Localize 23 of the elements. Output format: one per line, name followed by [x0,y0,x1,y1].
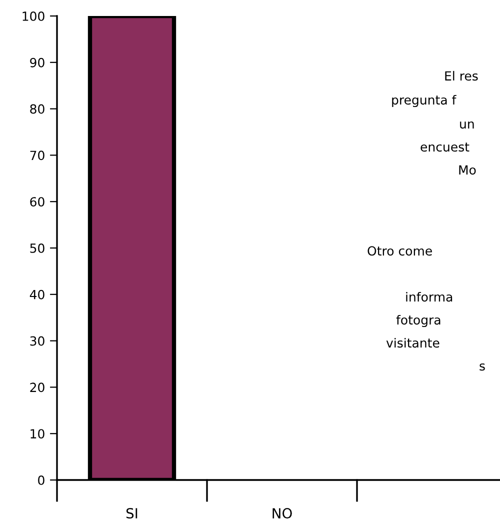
y-tick-label: 70 [30,150,44,160]
y-tick-label: 90 [30,58,44,68]
y-tick-label: 60 [30,197,44,207]
y-tick-label: 50 [30,243,44,253]
annotation: El res [445,70,478,81]
x-tick-label: SI [126,508,138,519]
annotation: pregunta f [392,94,456,108]
annotation: visitante [386,338,440,348]
y-tick-label: 20 [30,382,44,392]
annotation: un [460,121,474,129]
annotation: Mo [459,165,476,175]
annotation: s [480,363,485,371]
y-tick-label: 10 [30,429,44,439]
annotation: fotogra [396,314,440,328]
y-tick-label: 0 [38,475,44,485]
annotation: Otro come [368,246,432,256]
x-tick-label: NO [272,508,292,519]
y-tick-label: 30 [30,336,44,346]
annotation: encuest [420,142,470,152]
y-tick-label: 100 [22,11,44,21]
y-tick-label: 80 [30,104,44,114]
y-tick-label: 40 [30,290,44,300]
annotation: informa [406,292,452,302]
